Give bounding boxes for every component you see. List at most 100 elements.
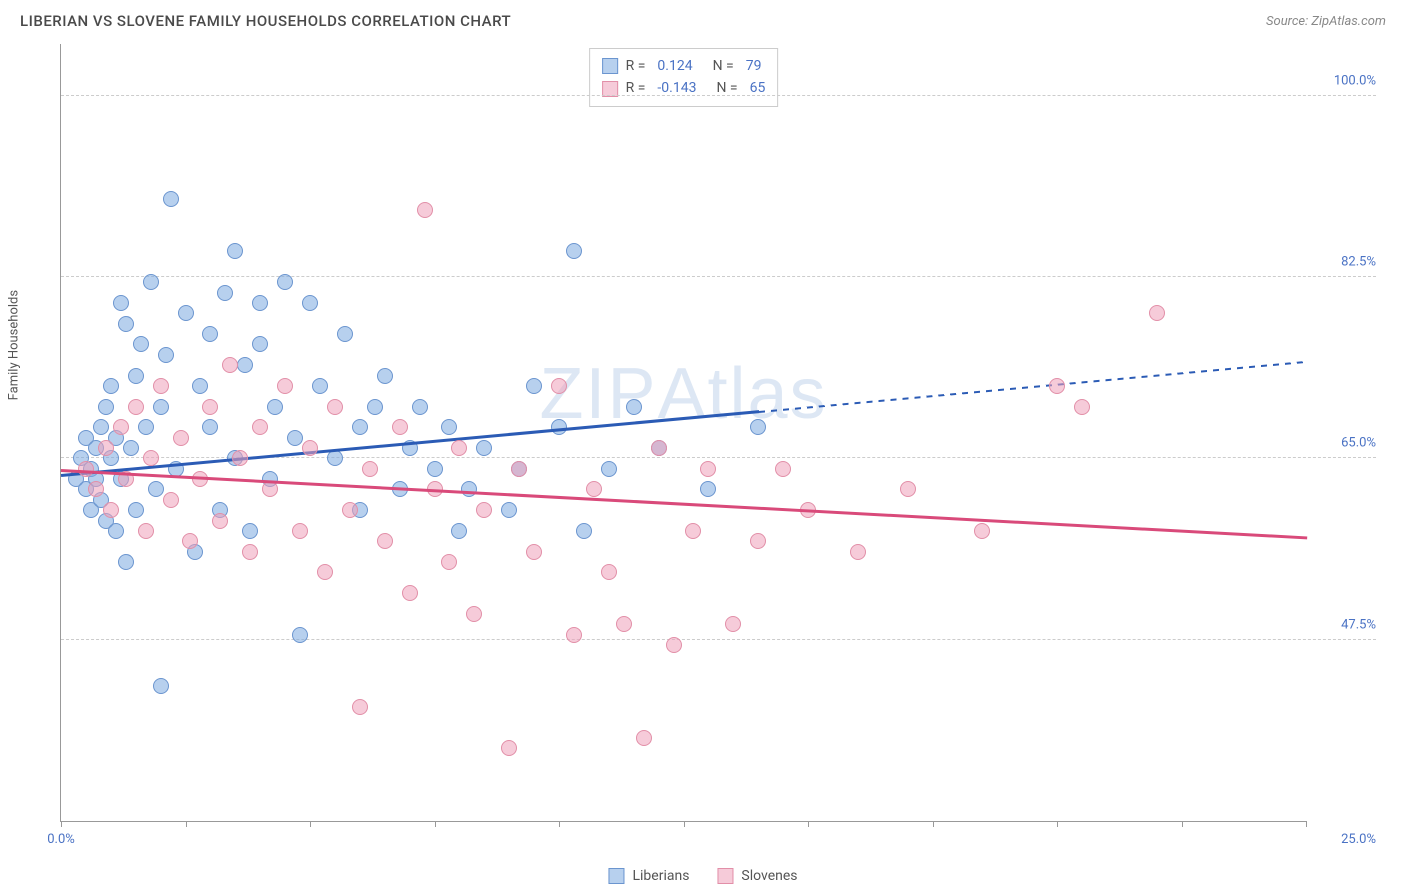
scatter-point [551,378,567,394]
scatter-point [601,461,617,477]
scatter-point [118,316,134,332]
scatter-point [476,440,492,456]
r-value: 0.124 [657,55,692,77]
gridline [61,95,1376,96]
scatter-point [352,419,368,435]
scatter-point [237,357,253,373]
scatter-point [666,637,682,653]
scatter-point [212,513,228,529]
chart-container: Family Households ZIPAtlas R =0.124N =79… [20,44,1386,852]
scatter-point [277,274,293,290]
series-legend: Liberians Slovenes [608,868,797,884]
scatter-point [133,336,149,352]
scatter-point [98,440,114,456]
y-axis-label: Family Households [7,290,22,400]
scatter-point [252,295,268,311]
y-tick-label: 65.0% [1316,436,1376,451]
scatter-point [153,378,169,394]
scatter-point [138,523,154,539]
scatter-point [217,285,233,301]
x-tick [310,821,311,827]
y-tick-label: 47.5% [1316,617,1376,632]
scatter-point [178,305,194,321]
gridline [61,276,1376,277]
scatter-point [586,481,602,497]
scatter-point [292,627,308,643]
scatter-point [93,419,109,435]
scatter-point [377,368,393,384]
legend-row: R =-0.143N =65 [602,77,766,99]
plot-area: ZIPAtlas R =0.124N =79R =-0.143N =65 47.… [60,44,1306,822]
scatter-point [362,461,378,477]
x-tick [684,821,685,827]
scatter-point [327,399,343,415]
scatter-point [262,481,278,497]
scatter-point [128,368,144,384]
scatter-point [900,481,916,497]
r-value: -0.143 [657,77,696,99]
scatter-point [1049,378,1065,394]
x-tick [1182,821,1183,827]
scatter-point [451,440,467,456]
scatter-point [118,554,134,570]
scatter-point [700,461,716,477]
scatter-point [725,616,741,632]
scatter-point [302,295,318,311]
scatter-point [700,481,716,497]
scatter-point [974,523,990,539]
y-tick-label: 82.5% [1316,255,1376,270]
scatter-point [202,399,218,415]
scatter-point [158,347,174,363]
scatter-point [616,616,632,632]
scatter-point [566,627,582,643]
scatter-point [113,419,129,435]
scatter-point [113,295,129,311]
scatter-point [526,544,542,560]
scatter-point [252,419,268,435]
n-label: N = [716,77,737,99]
chart-title: LIBERIAN VS SLOVENE FAMILY HOUSEHOLDS CO… [20,12,511,30]
n-value: 65 [750,77,766,99]
scatter-point [441,419,457,435]
legend-swatch [602,58,618,74]
scatter-point [1074,399,1090,415]
scatter-point [163,492,179,508]
scatter-point [427,461,443,477]
scatter-point [576,523,592,539]
scatter-point [337,326,353,342]
scatter-point [88,481,104,497]
scatter-point [143,450,159,466]
legend-row: R =0.124N =79 [602,55,766,77]
scatter-point [267,399,283,415]
scatter-point [1149,305,1165,321]
scatter-point [685,523,701,539]
scatter-point [466,606,482,622]
scatter-point [202,326,218,342]
scatter-point [451,523,467,539]
legend-label: Slovenes [741,868,797,884]
scatter-point [103,502,119,518]
scatter-point [163,191,179,207]
scatter-point [148,481,164,497]
scatter-point [138,419,154,435]
legend-item: Slovenes [717,868,797,884]
x-tick-label: 25.0% [1316,832,1376,847]
scatter-point [750,533,766,549]
correlation-legend: R =0.124N =79R =-0.143N =65 [589,48,779,107]
scatter-point [312,378,328,394]
r-label: R = [626,55,646,77]
scatter-point [202,419,218,435]
scatter-point [566,243,582,259]
scatter-point [850,544,866,560]
n-label: N = [713,55,734,77]
trend-line [759,360,1307,412]
x-tick [61,821,62,827]
scatter-point [367,399,383,415]
scatter-point [78,461,94,477]
x-tick [435,821,436,827]
scatter-point [292,523,308,539]
scatter-point [232,450,248,466]
legend-label: Liberians [632,868,689,884]
scatter-point [242,523,258,539]
gridline [61,639,1376,640]
